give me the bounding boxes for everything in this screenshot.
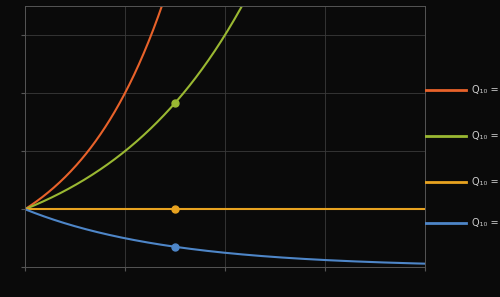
Text: Q₁₀ = 1: Q₁₀ = 1: [472, 177, 500, 187]
Text: Q₁₀ = 3: Q₁₀ = 3: [472, 85, 500, 95]
Text: Q₁₀ = 0.5: Q₁₀ = 0.5: [472, 218, 500, 228]
Text: Q₁₀ = 2: Q₁₀ = 2: [472, 131, 500, 141]
